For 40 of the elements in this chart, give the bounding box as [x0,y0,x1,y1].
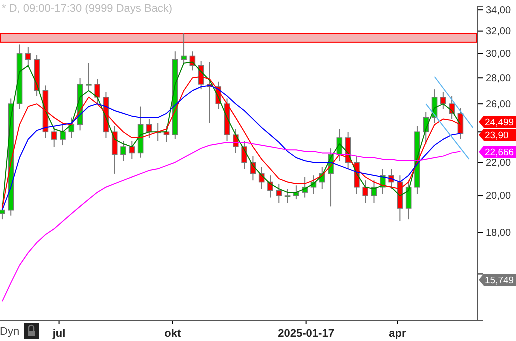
candlestick [112,126,118,174]
candlestick [51,127,58,148]
text: Dyn [0,326,20,338]
text: 15,749 [485,276,514,286]
candlestick [388,168,394,190]
candlestick [362,180,368,204]
candlestick [258,166,265,190]
y-tick-label: 18,00 [486,228,512,240]
text: 24,499 [485,118,514,128]
y-tick-label: 32,00 [486,26,512,38]
candlestick [129,140,136,160]
y-tick-label: 34,00 [486,5,512,16]
x-tick-label: jul [52,328,66,340]
candlestick [146,118,152,139]
chart-title: * D, 09:00-17:30 (9999 Days Back) [2,3,173,15]
candlestick [294,185,300,200]
candlestick [406,180,412,220]
x-tick-label: 2025-01-17 [278,328,334,340]
y-tick-label: 20,00 [486,191,512,202]
y-tick-label: 30,00 [486,49,512,60]
candlestick [181,33,187,66]
y-tick-label: 22,00 [486,158,512,169]
candlestick [94,78,100,105]
text: 22,666 [485,148,514,158]
candlestick [68,117,75,139]
candlestick [120,140,126,162]
x-tick-label: okt [164,328,182,340]
text: 23,90 [485,130,509,142]
y-tick-label: 26,00 [486,99,512,110]
candlestick [60,124,66,146]
x-tick-label: apr [389,328,407,340]
candlestick [440,92,446,110]
candlestick [276,183,282,204]
candlestick [242,140,248,170]
y-tick-label: 28,00 [486,73,512,84]
candlestick [284,188,291,204]
candlestick [423,112,430,145]
candlestick [86,62,92,92]
candlestick [0,202,6,220]
candlestick [26,46,32,66]
